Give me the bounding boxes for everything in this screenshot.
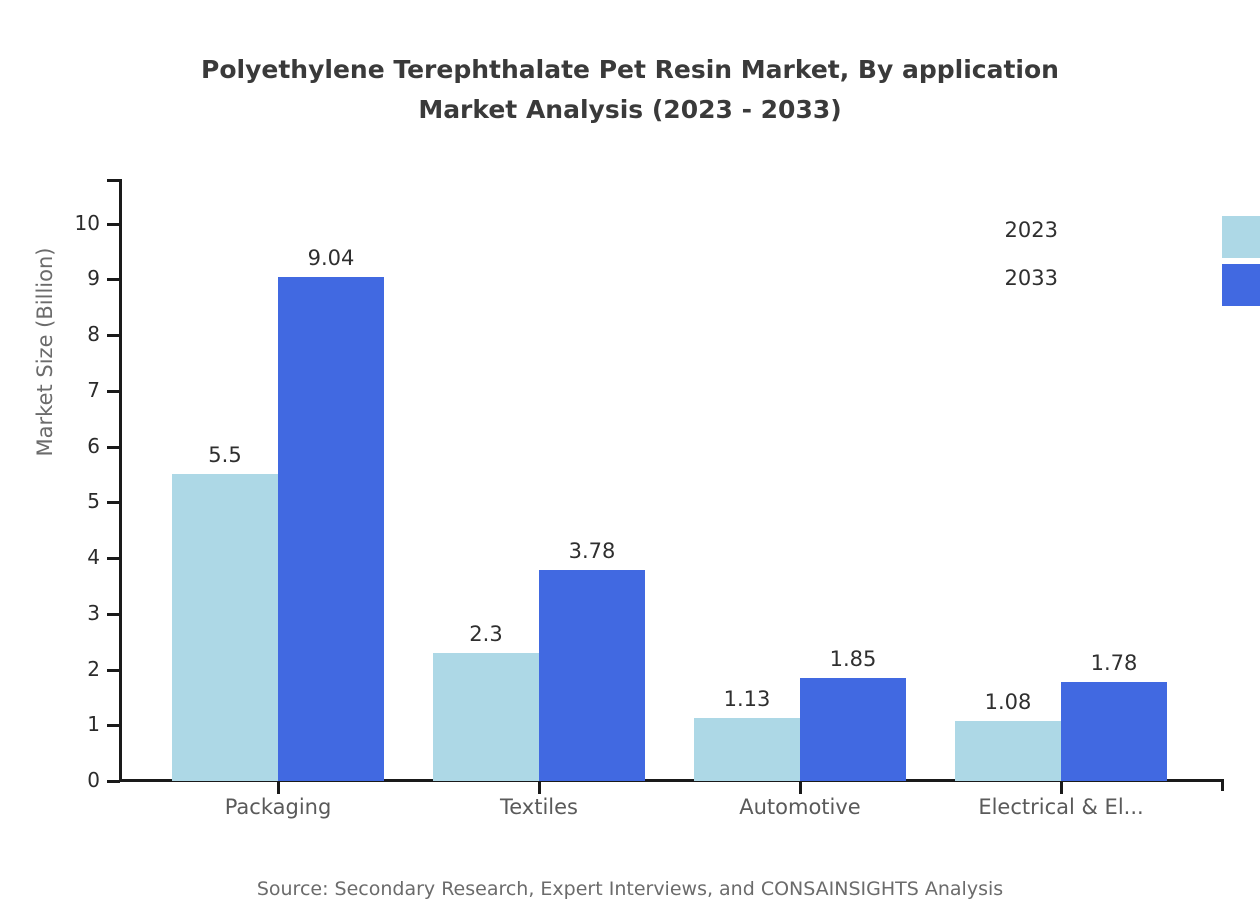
bar-value-label: 5.5: [208, 443, 242, 468]
y-tick-label: 5: [87, 489, 100, 514]
x-axis-right-cap: [1221, 779, 1224, 791]
chart-title-line-1: Polyethylene Terephthalate Pet Resin Mar…: [201, 55, 1059, 84]
x-tick-label-2: Automotive: [739, 795, 861, 819]
bar-2023-automotive[interactable]: [694, 718, 800, 781]
bar-value-label: 9.04: [307, 246, 355, 271]
legend-swatch-2033: [1222, 264, 1260, 306]
y-tick-label: 1: [87, 712, 100, 737]
y-tick-mark: [107, 278, 120, 282]
x-tick-mark: [277, 782, 280, 794]
bar-2023-textiles[interactable]: [433, 652, 539, 781]
chart-title: Polyethylene Terephthalate Pet Resin Mar…: [0, 50, 1260, 130]
y-axis-line: [119, 179, 122, 782]
bar-value-label: 1.13: [723, 687, 771, 711]
y-tick-label: 2: [87, 656, 100, 681]
x-tick-label-0: Packaging: [224, 795, 332, 819]
y-tick-mark: [107, 612, 120, 616]
y-tick-label: 9: [87, 266, 100, 291]
source-note: Source: Secondary Research, Expert Inter…: [256, 878, 1004, 900]
bar-value-label: 2.3: [469, 621, 503, 646]
y-tick-label: 8: [87, 322, 100, 346]
y-tick-label: 7: [87, 377, 100, 402]
y-tick-label: 6: [87, 433, 100, 458]
bar-2033-packaging[interactable]: [278, 277, 384, 781]
y-tick-mark: [107, 780, 120, 783]
y-tick-mark: [107, 334, 120, 337]
x-tick-mark: [1060, 782, 1063, 794]
bar-2033-electricalel[interactable]: [1061, 681, 1167, 781]
y-tick-mark: [107, 389, 120, 393]
legend-label-2023: 2023: [1004, 218, 1058, 242]
y-tick-label: 4: [87, 545, 100, 569]
y-tick-label: 3: [87, 600, 100, 625]
bar-2033-textiles[interactable]: [539, 570, 645, 781]
y-axis-title: Market Size (Billion): [33, 247, 57, 457]
bar-value-label: 1.78: [1090, 650, 1138, 675]
y-tick-mark: [107, 724, 120, 728]
y-tick-mark: [107, 668, 120, 672]
y-tick-mark: [107, 445, 120, 449]
y-tick-label: 0: [87, 768, 100, 792]
bar-value-label: 1.85: [829, 646, 877, 671]
x-axis-line: [119, 779, 1224, 782]
y-tick-label: 10: [74, 210, 100, 235]
y-tick-mark: [107, 557, 120, 560]
legend-swatch-2023: [1222, 216, 1260, 258]
bar-value-label: 1.08: [984, 689, 1032, 714]
y-tick-mark: [107, 222, 120, 226]
y-axis-top-cap: [107, 179, 120, 182]
bar-2033-automotive[interactable]: [800, 677, 906, 781]
x-tick-mark: [538, 782, 541, 794]
x-tick-label-1: Textiles: [499, 795, 578, 819]
chart-title-line-2: Market Analysis (2023 - 2033): [418, 95, 842, 124]
bar-2023-packaging[interactable]: [172, 474, 278, 781]
bar-value-label: 3.78: [568, 539, 616, 564]
bar-2023-electricalel[interactable]: [955, 720, 1061, 781]
x-tick-mark: [799, 782, 802, 794]
y-tick-mark: [107, 501, 120, 505]
legend-label-2033: 2033: [1004, 266, 1058, 290]
x-tick-label-3: Electrical & El...: [978, 795, 1144, 819]
